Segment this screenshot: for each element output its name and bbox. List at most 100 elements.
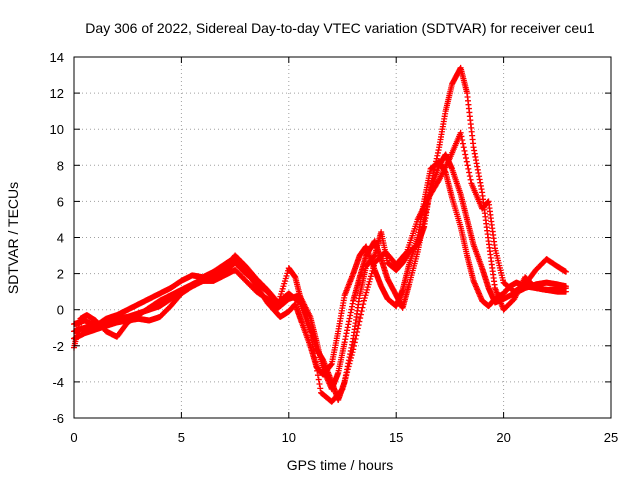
data-point: [346, 360, 353, 367]
data-series: [71, 64, 569, 405]
data-point: [310, 345, 317, 352]
data-point: [562, 268, 569, 275]
series-track-3: [71, 64, 569, 403]
data-point: [357, 315, 364, 322]
data-point: [562, 283, 569, 290]
x-tick-label: 0: [70, 430, 77, 445]
data-point: [463, 155, 470, 162]
y-tick-label: 14: [50, 50, 64, 65]
x-tick-label: 10: [282, 430, 296, 445]
data-point: [308, 332, 315, 339]
y-tick-label: 8: [57, 158, 64, 173]
data-point: [314, 372, 321, 379]
data-point: [353, 332, 360, 339]
data-point: [341, 380, 348, 387]
data-point: [308, 337, 315, 344]
x-axis: 0 5 10 15 20 25: [70, 57, 618, 445]
data-point: [360, 297, 367, 304]
data-point: [360, 301, 367, 308]
chart-title: Day 306 of 2022, Sidereal Day-to-day VTE…: [85, 20, 595, 36]
data-point: [355, 322, 362, 329]
data-point: [466, 169, 473, 176]
data-point: [361, 294, 368, 301]
data-point: [344, 369, 351, 376]
data-point: [307, 328, 314, 335]
data-point: [316, 380, 323, 387]
data-point: [313, 363, 320, 370]
data-point: [364, 284, 371, 291]
data-point: [466, 173, 473, 180]
data-point: [458, 133, 465, 140]
data-point: [365, 281, 372, 288]
data-point: [354, 329, 361, 336]
data-point: [359, 304, 366, 311]
data-point: [341, 377, 348, 384]
y-axis: -6 -4 -2 0 2 4 6 8 10 12 14: [50, 50, 611, 426]
data-point: [342, 374, 349, 381]
data-point: [351, 339, 358, 346]
data-point: [461, 147, 468, 154]
data-point: [343, 371, 350, 378]
y-tick-label: -2: [52, 339, 64, 354]
y-tick-label: -6: [52, 411, 64, 426]
y-tick-label: 6: [57, 194, 64, 209]
data-point: [364, 286, 371, 293]
data-point: [349, 349, 356, 356]
x-tick-label: 20: [496, 430, 510, 445]
data-point: [311, 354, 318, 361]
data-point: [348, 352, 355, 359]
data-point: [312, 359, 319, 366]
data-point: [315, 376, 322, 383]
data-point: [457, 129, 464, 136]
y-axis-label: SDTVAR / TECUs: [5, 182, 21, 294]
data-point: [352, 335, 359, 342]
data-point: [340, 383, 347, 390]
data-point: [459, 140, 466, 147]
y-tick-label: 12: [50, 86, 64, 101]
data-point: [367, 273, 374, 280]
data-point: [338, 387, 345, 394]
x-tick-label: 15: [389, 430, 403, 445]
y-tick-label: 0: [57, 303, 64, 318]
data-point: [356, 318, 363, 325]
y-tick-label: 4: [57, 231, 64, 246]
data-point: [350, 346, 357, 353]
data-point: [358, 308, 365, 315]
data-point: [345, 363, 352, 370]
data-point: [463, 158, 470, 165]
x-tick-label: 25: [604, 430, 618, 445]
data-point: [314, 367, 321, 374]
data-point: [369, 267, 376, 274]
data-point: [311, 350, 318, 357]
x-axis-label: GPS time / hours: [287, 457, 394, 473]
data-point: [462, 151, 469, 158]
data-point: [366, 278, 373, 285]
y-tick-label: 10: [50, 122, 64, 137]
data-point: [368, 270, 375, 277]
data-point: [309, 341, 316, 348]
y-tick-label: -4: [52, 375, 64, 390]
data-point: [464, 162, 471, 169]
data-point: [459, 137, 466, 144]
x-tick-label: 5: [178, 430, 185, 445]
data-point: [317, 385, 324, 392]
data-point: [362, 292, 369, 299]
data-point: [363, 289, 370, 296]
y-tick-label: 2: [57, 267, 64, 282]
data-point: [344, 366, 351, 373]
data-point: [367, 276, 374, 283]
data-point: [357, 311, 364, 318]
data-point: [354, 325, 361, 332]
data-point: [347, 354, 354, 361]
data-point: [370, 262, 377, 269]
series-track-4: [71, 129, 569, 405]
data-point: [562, 288, 569, 295]
data-point: [403, 249, 410, 256]
data-point: [460, 144, 467, 151]
data-point: [347, 357, 354, 364]
data-point: [465, 165, 472, 172]
data-point: [351, 342, 358, 349]
data-point: [370, 265, 377, 272]
